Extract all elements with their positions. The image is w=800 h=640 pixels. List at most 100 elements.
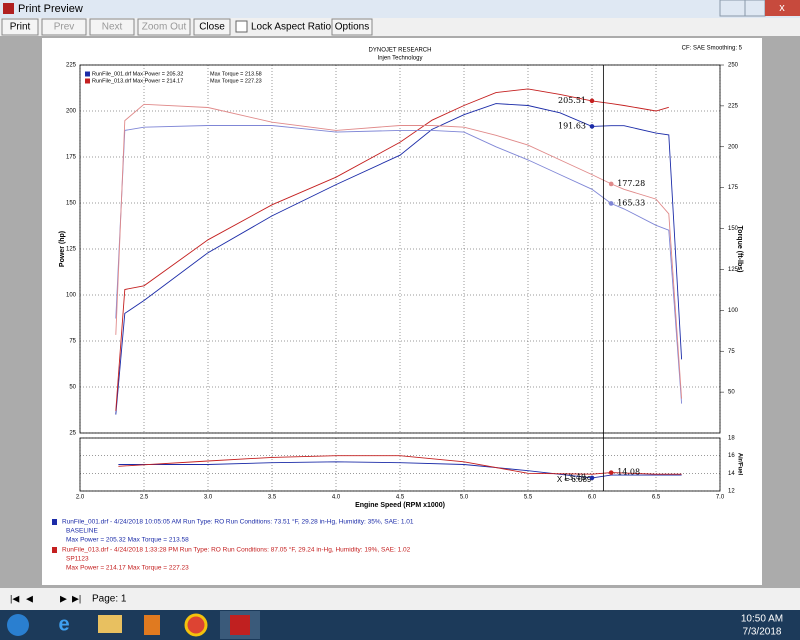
x-tick-label: 4.0 xyxy=(332,495,341,501)
legend-torque: Max Torque = 213.58 xyxy=(210,71,262,77)
run-swatch xyxy=(52,547,57,553)
toolbar-button-label: Prev xyxy=(54,22,75,33)
legend-torque: Max Torque = 227.23 xyxy=(210,78,262,84)
minimize[interactable] xyxy=(719,0,746,17)
checkbox-label: Lock Aspect Ratio xyxy=(251,22,331,33)
y2-tick-label: 175 xyxy=(728,185,739,191)
afr-line xyxy=(118,461,682,479)
afr-tick-label: 14 xyxy=(728,471,735,477)
page-number: Page: 1 xyxy=(92,594,127,605)
dynojet-icon[interactable] xyxy=(230,615,250,635)
run-info: Max Power = 205.32 Max Torque = 213.58 xyxy=(66,537,189,544)
nav-first[interactable]: |◀ xyxy=(10,593,19,603)
run-info: SP1123 xyxy=(66,556,89,563)
x-tick-label: 2.5 xyxy=(140,495,149,501)
y-axis-label: Power (hp) xyxy=(59,231,66,267)
ie-icon[interactable]: e xyxy=(58,613,69,635)
annotation xyxy=(589,124,595,129)
y2-tick-label: 225 xyxy=(728,103,739,109)
y2-tick-label: 50 xyxy=(728,390,735,396)
toolbar-button[interactable] xyxy=(137,18,191,36)
run-info: RunFile_001.drf - 4/24/2018 10:05:05 AM … xyxy=(62,518,414,526)
toolbar-button-label: Zoom Out xyxy=(142,22,187,33)
y2-tick-label: 75 xyxy=(728,349,735,355)
afr-tick-label: 12 xyxy=(728,489,735,495)
x-tick-label: 6.5 xyxy=(652,495,661,501)
series-line xyxy=(115,103,683,399)
legend-swatch xyxy=(85,78,90,84)
cursor-label: X = 6.089 xyxy=(557,475,592,484)
y-tick-label: 100 xyxy=(66,293,77,299)
x-tick-label: 5.0 xyxy=(460,495,469,501)
app-icon xyxy=(3,3,14,14)
y2-tick-label: 200 xyxy=(728,144,739,150)
run-info: BASELINE xyxy=(66,528,98,535)
dyno-chart: DYNOJET RESEARCH Injen Technology CF: SAE … xyxy=(52,46,743,572)
toolbar-button-label: Next xyxy=(102,22,123,33)
chrome-icon[interactable] xyxy=(184,613,208,637)
nav-next[interactable]: ▶ xyxy=(60,593,67,603)
taskbar xyxy=(0,610,800,640)
y-tick-label: 150 xyxy=(66,201,77,207)
run-info: RunFile_013.drf - 4/24/2018 1:33:28 PM R… xyxy=(62,546,411,554)
annotation xyxy=(608,181,614,187)
y2-tick-label: 250 xyxy=(728,63,739,69)
y2-axis-label: Torque (ft-lbs) xyxy=(736,226,743,273)
y-tick-label: 25 xyxy=(69,431,76,437)
y-tick-label: 50 xyxy=(69,385,76,391)
title-bar xyxy=(0,0,800,18)
x-axis-label: Engine Speed (RPM x1000) xyxy=(355,502,445,509)
chart-subtitle: Injen Technology xyxy=(378,56,423,62)
x-tick-label: 6.0 xyxy=(588,495,597,501)
afr-tick-label: 16 xyxy=(728,453,735,459)
afr-tick-label: 18 xyxy=(728,436,735,442)
y-tick-label: 75 xyxy=(69,339,76,345)
run-swatch xyxy=(52,519,57,525)
nav-last[interactable]: ▶| xyxy=(72,593,81,603)
afr-annotation-label: 13.48 xyxy=(563,473,586,482)
close-x: x xyxy=(779,2,785,14)
toolbar-button[interactable] xyxy=(193,18,231,36)
afr-annotation xyxy=(608,470,614,475)
nav-prev[interactable]: ◀ xyxy=(26,593,33,603)
annotation-label: 165.33 xyxy=(617,198,645,207)
options-label: Options xyxy=(335,22,369,33)
checkbox[interactable] xyxy=(235,20,248,33)
x-tick-label: 4.5 xyxy=(396,495,405,501)
x-tick-label: 5.5 xyxy=(524,495,533,501)
afr-axis-label: Air/Fuel xyxy=(736,453,742,476)
series-line xyxy=(115,103,683,415)
window-title: Print Preview xyxy=(18,3,83,15)
media-icon[interactable] xyxy=(144,615,160,635)
y2-tick-label: 100 xyxy=(728,308,739,314)
maximize[interactable] xyxy=(744,0,766,17)
afr-annotation-label: 14.08 xyxy=(617,468,640,477)
annotation-label: 177.28 xyxy=(617,179,645,188)
x-tick-label: 7.0 xyxy=(716,495,725,501)
start-button[interactable] xyxy=(7,614,29,636)
toolbar-buttons: Print Prev Next Zoom Out Close Lock Aspect Ra… xyxy=(1,18,373,36)
chart-title: DYNOJET RESEARCH xyxy=(369,48,432,54)
close-window[interactable] xyxy=(765,0,800,16)
explorer-icon[interactable] xyxy=(98,615,122,633)
y2-tick-label: 150 xyxy=(728,226,739,232)
legend-swatch xyxy=(85,71,90,77)
y-tick-label: 200 xyxy=(66,109,77,115)
y-tick-label: 175 xyxy=(66,155,77,161)
annotation xyxy=(589,98,595,104)
toolbar-button[interactable] xyxy=(41,18,87,36)
x-tick-label: 2.0 xyxy=(76,495,85,501)
options-button[interactable] xyxy=(331,18,373,36)
afr-annotation xyxy=(589,475,595,481)
toolbar-button[interactable] xyxy=(1,18,39,36)
clock-time: 10:50 AM xyxy=(741,614,783,625)
toolbar-button-label: Close xyxy=(199,22,225,33)
annotation-label: 205.51 xyxy=(558,96,586,105)
toolbar-button-label: Print xyxy=(10,22,31,33)
toolbar-button[interactable] xyxy=(89,18,135,36)
y2-tick-label: 125 xyxy=(728,267,739,273)
y-tick-label: 125 xyxy=(66,247,77,253)
y-tick-label: 225 xyxy=(66,63,77,69)
series-line xyxy=(115,88,669,411)
chart-note: CF: SAE Smoothing: 5 xyxy=(682,46,743,52)
